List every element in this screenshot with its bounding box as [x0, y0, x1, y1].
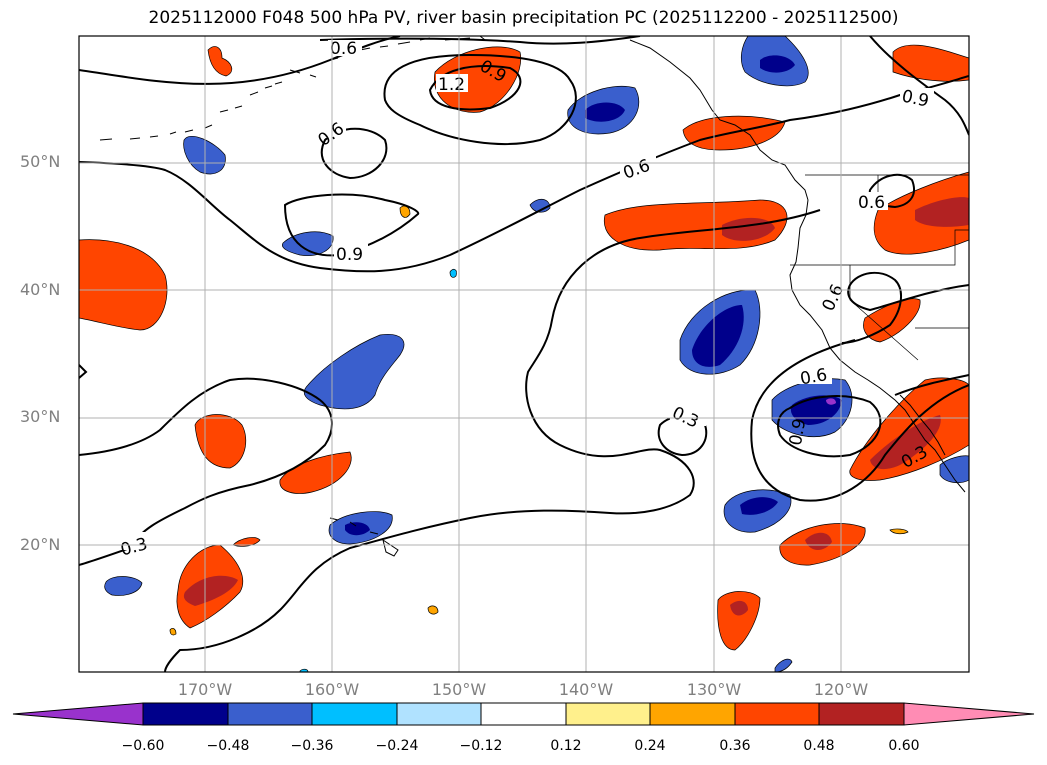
- contour-0.6-coast: [841, 271, 969, 344]
- map-title: 2025112000 F048 500 hPa PV, river basin …: [148, 8, 899, 28]
- map-area: 0.6 1.2 0.9 0.9 0.6 0.9 0.6 0.6 0.6 0.6 …: [79, 36, 969, 672]
- anomaly-blob: [774, 658, 793, 672]
- colorbar-tick: −0.36: [290, 738, 334, 754]
- map-frame: [78, 35, 970, 673]
- colorbar-seg: [649, 702, 736, 726]
- anomaly-blob: [730, 600, 748, 616]
- colorbar-tick: −0.12: [459, 738, 503, 754]
- contour-label: 1.2: [438, 75, 465, 95]
- anomaly-blob: [79, 239, 168, 331]
- anomaly-blob: [434, 46, 522, 113]
- contour-label: 0.6: [819, 281, 849, 314]
- gridlines: [79, 36, 969, 672]
- borders: [790, 174, 969, 361]
- anomaly-blob: [870, 415, 941, 470]
- colorbar-tick: 0.24: [634, 738, 666, 754]
- anomaly-blob: [207, 46, 233, 77]
- anomaly-blob: [427, 605, 439, 615]
- colorbar-tick: −0.48: [206, 738, 250, 754]
- contour-0.6-big: [164, 209, 821, 672]
- colorbar-tick: −0.60: [121, 738, 165, 754]
- contour-0.9-ne: [869, 36, 969, 136]
- anomaly-blob: [717, 591, 761, 651]
- colorbar-tick: 0.36: [719, 738, 751, 754]
- lon-label: 130°W: [686, 680, 742, 699]
- anomaly-blob: [915, 197, 969, 227]
- anomaly-blob: [282, 231, 334, 256]
- colorbar-seg: [311, 702, 398, 726]
- hawaii-islands: [329, 517, 399, 557]
- anomaly-blob: [303, 334, 405, 410]
- colorbar: [12, 702, 1035, 726]
- colorbar-seg: [903, 702, 1035, 726]
- lon-label: 150°W: [431, 680, 487, 699]
- contour-0.6-top: [319, 36, 641, 45]
- colorbar-tick: 0.48: [803, 738, 835, 754]
- colorbar-tick: 0.12: [550, 738, 582, 754]
- anomaly-blob: [892, 44, 969, 82]
- contour-0.3-se: [894, 374, 969, 396]
- positive-anomalies: [79, 44, 969, 651]
- anomaly-blob: [826, 398, 836, 405]
- lon-label: 140°W: [558, 680, 614, 699]
- lon-label: 160°W: [304, 680, 360, 699]
- contour-1.2: [428, 65, 522, 111]
- contour-label: 0.9: [336, 245, 363, 265]
- negative-anomalies: [104, 36, 969, 672]
- anomaly-blob: [805, 532, 832, 550]
- aleutian-islands: [99, 37, 431, 141]
- colorbar-seg: [142, 702, 229, 726]
- anomaly-blob: [299, 668, 309, 672]
- anomaly-blob: [232, 537, 261, 547]
- contour-label: 0.9: [900, 86, 931, 111]
- colorbar-seg: [480, 702, 567, 726]
- west-coast: [789, 199, 966, 493]
- lat-label: 50°N: [20, 152, 61, 171]
- contour-0.9-north: [79, 36, 401, 85]
- contour-0.9-loop: [383, 53, 577, 145]
- contour-0.6-west: [320, 127, 388, 180]
- colorbar-seg: [396, 702, 482, 726]
- anomaly-blob: [104, 576, 143, 596]
- colorbar-seg: [227, 702, 313, 726]
- colorbar-seg: [734, 702, 820, 726]
- contour-label: 0.9: [786, 417, 810, 447]
- contour-0.6-main: [79, 75, 969, 273]
- anomaly-blob: [585, 102, 625, 122]
- colorbar-seg: [818, 702, 905, 726]
- colorbar-seg: [565, 702, 651, 726]
- lat-label: 40°N: [20, 280, 61, 299]
- anomaly-blob: [740, 497, 778, 515]
- contour-0.9-west: [283, 193, 420, 257]
- lat-label: 30°N: [20, 407, 61, 426]
- anomaly-blob: [939, 455, 969, 484]
- anomaly-blob: [183, 575, 238, 606]
- anomaly-blob: [399, 205, 411, 218]
- colorbar-seg: [12, 702, 144, 726]
- lat-label: 20°N: [20, 535, 61, 554]
- lon-label: 170°W: [177, 680, 233, 699]
- anomaly-blob: [760, 55, 795, 73]
- anomaly-blob: [449, 268, 457, 278]
- colorbar-tick: 0.60: [888, 738, 920, 754]
- baja-coast: [899, 394, 946, 456]
- anomaly-blob: [345, 522, 370, 536]
- contour-label: 0.6: [858, 193, 885, 213]
- anomaly-blob: [194, 414, 247, 469]
- contour-label: 0.6: [330, 39, 357, 59]
- pv-contours: [79, 36, 969, 672]
- lon-label: 120°W: [813, 680, 869, 699]
- anomaly-blob: [692, 305, 744, 367]
- contour-0.6-sc: [750, 339, 969, 502]
- contour-label: 0.6: [799, 365, 829, 389]
- anomaly-blob: [169, 628, 177, 636]
- anomaly-blob: [889, 528, 909, 535]
- contour-0.6-left: [79, 364, 88, 379]
- anomaly-blob: [279, 451, 352, 494]
- colorbar-tick: −0.24: [375, 738, 419, 754]
